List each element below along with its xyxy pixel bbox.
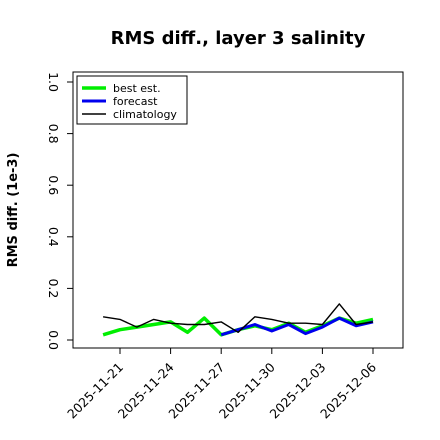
series-line-climatology (102, 303, 374, 333)
legend-label: climatology (113, 108, 177, 121)
chart-title: RMS diff., layer 3 salinity (111, 28, 366, 49)
y-tick-label: 0.0 (46, 330, 61, 350)
y-tick-label: 0.4 (46, 227, 61, 247)
series-layer (102, 303, 374, 337)
plot-area (72, 71, 404, 349)
y-tick-label: 1.0 (46, 72, 61, 92)
y-tick-label: 0.6 (46, 175, 61, 195)
y-tick-label: 0.2 (46, 278, 61, 298)
series-line-forecast (220, 316, 374, 337)
y-tick-label: 0.8 (46, 124, 61, 144)
legend-label: best est. (113, 82, 161, 95)
legend-label: forecast (113, 95, 158, 108)
y-axis-label: RMS diff. (1e-3) (6, 153, 21, 268)
